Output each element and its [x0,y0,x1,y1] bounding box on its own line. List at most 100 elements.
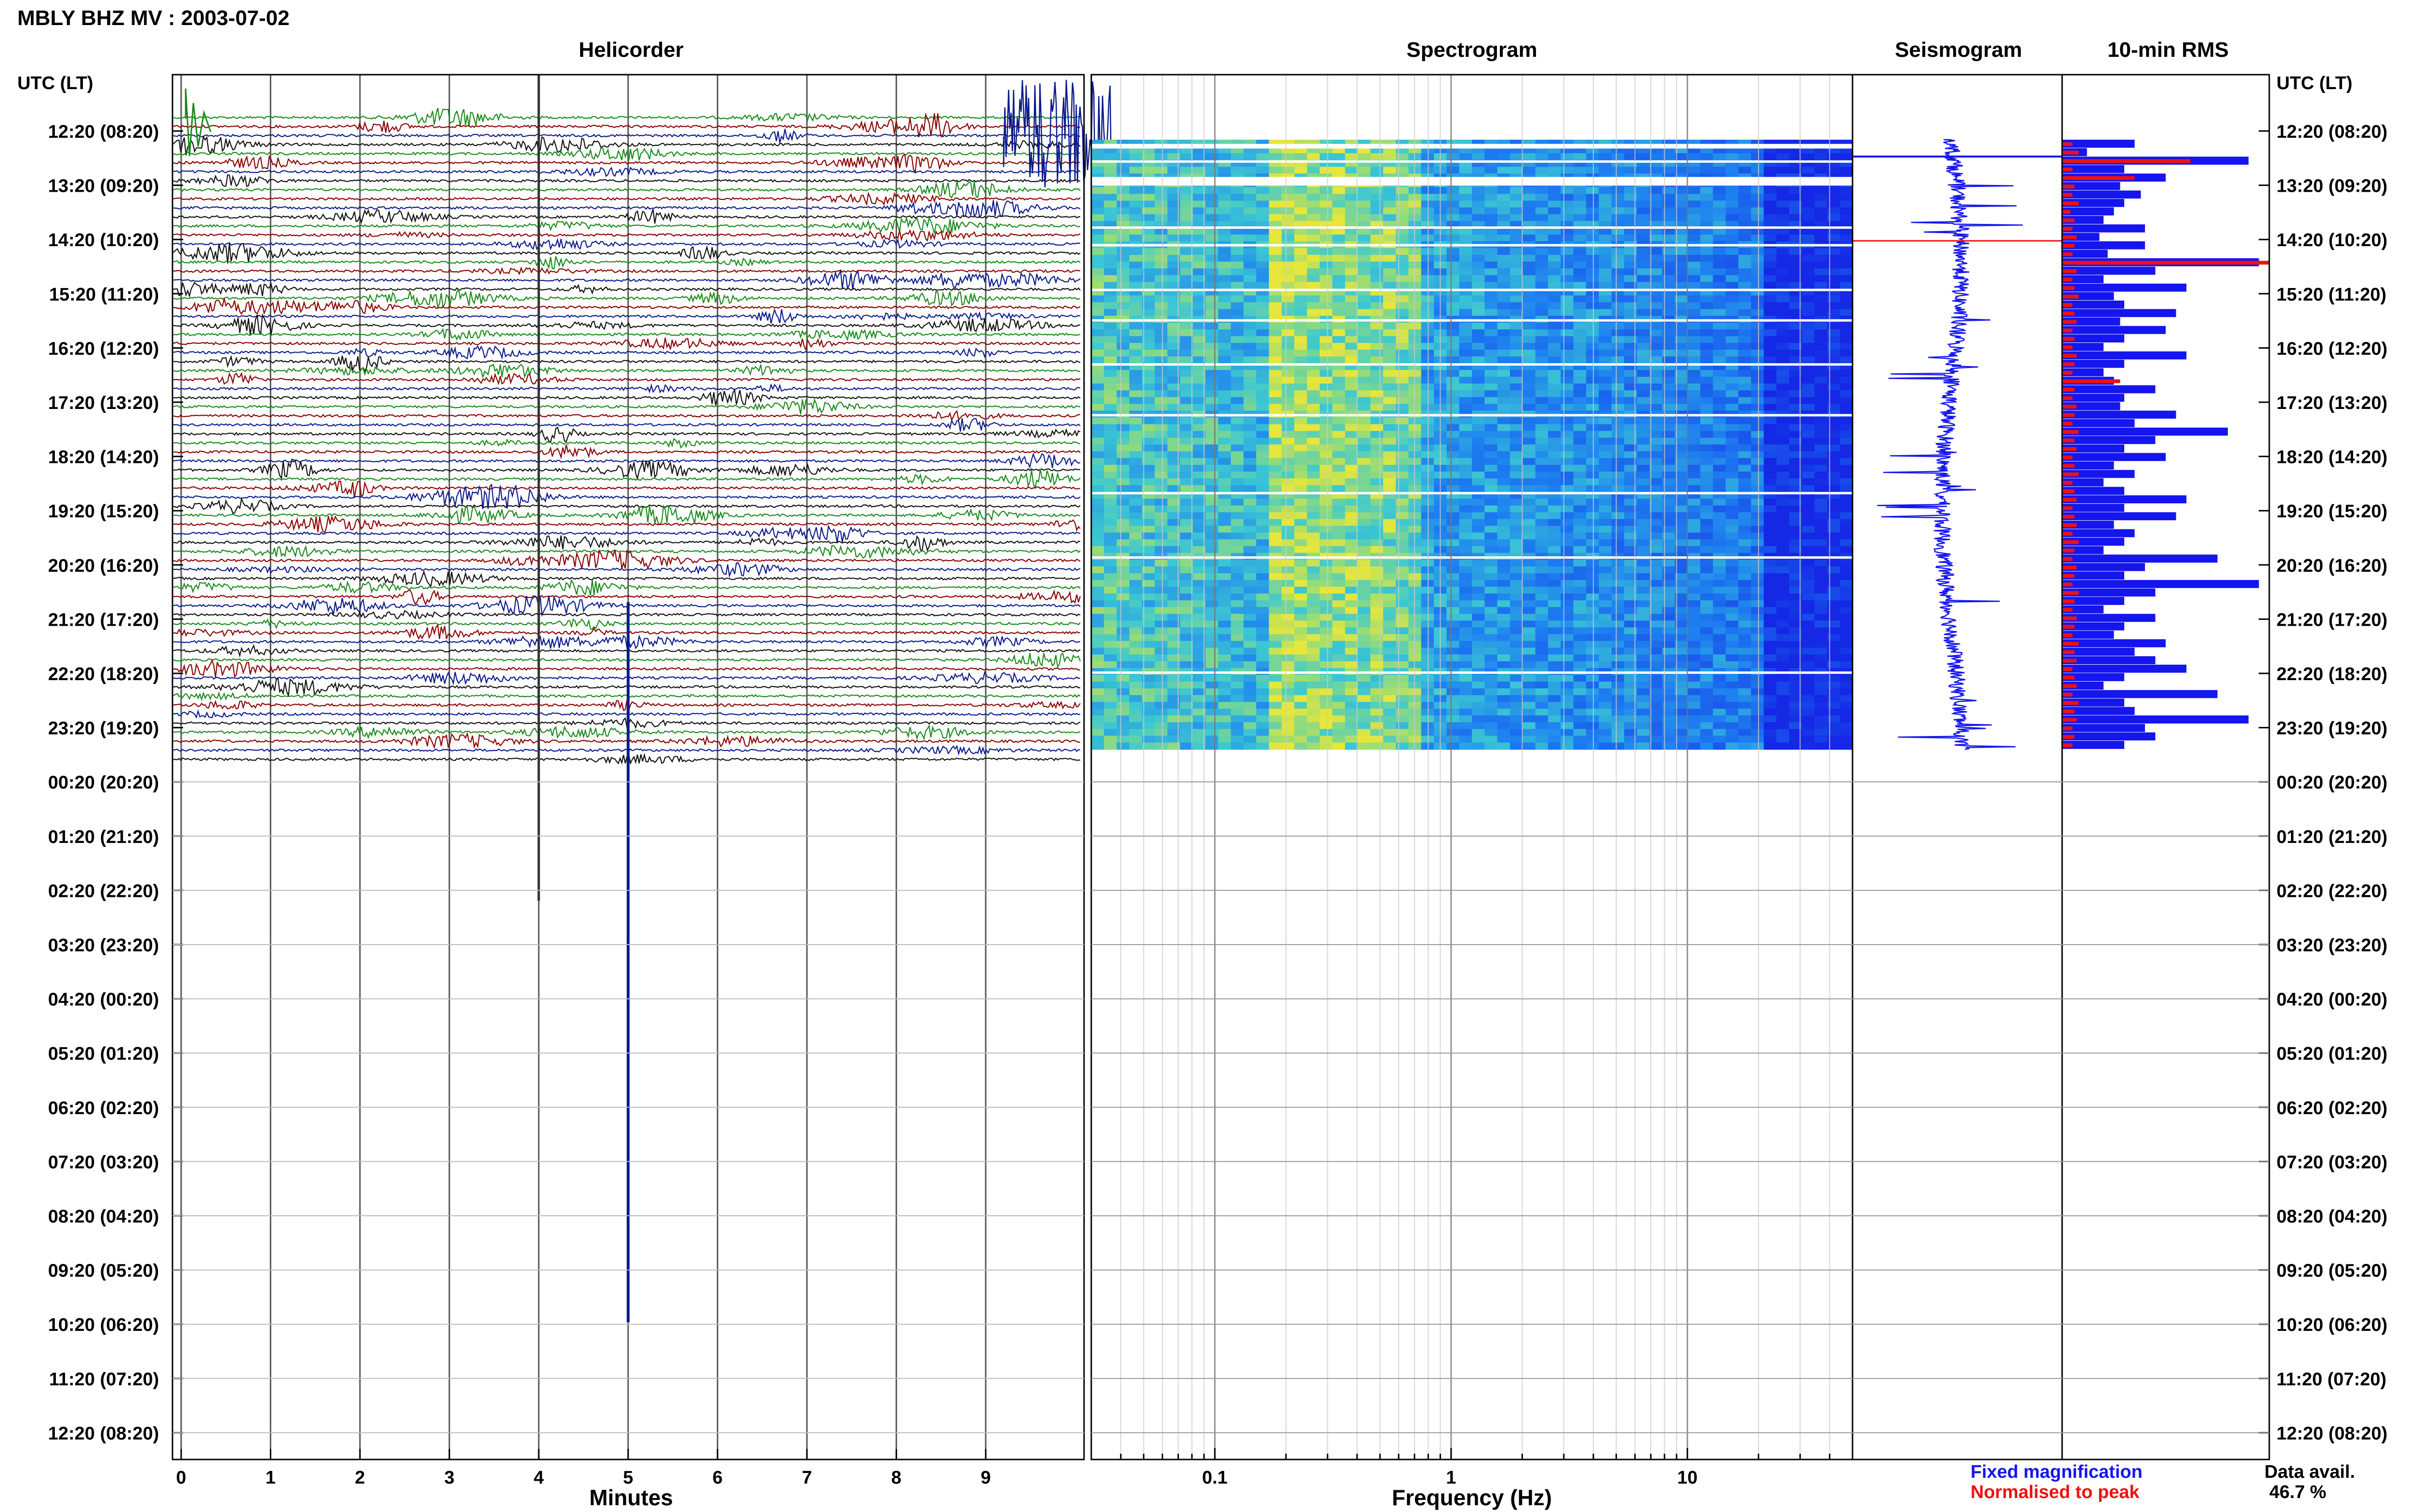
spectrogram-cell [1307,207,1320,215]
spectrogram-cell [1282,167,1295,174]
spectrogram-cell [1561,329,1574,337]
spectrogram-cell [1091,505,1105,513]
spectrogram-cell [1459,499,1472,506]
spectrogram-cell [1776,675,1790,682]
spectrogram-cell [1167,627,1181,635]
spectrogram-cell [1345,573,1358,580]
spectrogram-cell [1472,465,1485,472]
spectrogram-cell [1167,478,1181,486]
spectrogram-cell [1244,167,1257,174]
spectrogram-cell [1320,377,1333,384]
spectrogram-cell [1269,282,1282,289]
spectrogram-cell [1192,458,1206,465]
spectrogram-cell [1154,587,1168,594]
spectrogram-cell [1459,458,1472,465]
spectrogram-cell [1725,390,1739,398]
spectrogram-cell [1320,390,1333,398]
spectrogram-cell [1472,275,1485,283]
spectrogram-cell [1801,207,1815,215]
spectrogram-cell [1827,153,1840,160]
spectrogram-cell [1599,627,1612,635]
spectrogram-cell [1573,187,1587,195]
spectrogram-cell [1142,248,1155,255]
spectrogram-cell [1548,390,1562,398]
spectrogram-cell [1383,641,1396,648]
spectrogram-cell [1091,383,1105,391]
spectrogram-cell [1573,607,1587,615]
spectrogram-cell [1129,688,1143,696]
spectrogram-cell [1459,397,1472,405]
spectrogram-cell [1637,505,1650,513]
spectrogram-cell [1522,512,1536,520]
spectrogram-cell [1624,349,1638,357]
spectrogram-cell [1282,227,1295,235]
spectrogram-cell [1637,383,1650,391]
spectrogram-cell [1662,295,1676,303]
spectrogram-cell [1421,654,1434,662]
spectrogram-cell [1611,654,1625,662]
spectrogram-cell [1840,329,1853,337]
spectrogram-cell [1738,221,1752,228]
spectrogram-cell [1561,275,1574,283]
spectrogram-cell [1814,390,1828,398]
spectrogram-cell [1637,607,1650,615]
spectrogram-cell [1358,499,1371,506]
spectrogram-cell [1244,295,1257,303]
spectrogram-cell [1814,593,1828,601]
spectrogram-cell [1358,607,1371,615]
spectrogram-cell [1396,682,1409,689]
spectrogram-cell [1510,397,1523,405]
spectrogram-cell [1840,593,1853,601]
spectrogram-cell [1637,472,1650,479]
spectrogram-cell [1345,675,1358,682]
spectrogram-cell [1662,539,1676,547]
spectrogram-cell [1459,573,1472,580]
spectrogram-cell [1320,200,1333,208]
spectrogram-cell [1801,499,1815,506]
spectrogram-cell [1522,255,1536,262]
spectrogram-cell [1256,512,1270,520]
spectrogram-cell [1167,546,1181,553]
spectrogram-cell [1167,580,1181,587]
spectrogram-cell [1637,675,1650,682]
spectrogram-cell [1611,153,1625,160]
spectrogram-cell [1104,262,1117,269]
spectrogram-cell [1776,424,1790,432]
spectrogram-cell [1154,424,1168,432]
spectrogram-cell [1763,329,1777,337]
spectrogram-cell [1396,383,1409,391]
spectrogram-cell [1320,559,1333,567]
spectrogram-cell [1256,505,1270,513]
spectrogram-cell [1205,465,1219,472]
spectrogram-cell [1535,647,1549,655]
spectrogram-cell [1561,207,1574,215]
spectrogram-cell [1167,187,1181,195]
spectrogram-cell [1205,207,1219,215]
spectrogram-cell [1624,431,1638,438]
spectrogram-cell [1624,661,1638,669]
spectrogram-cell [1459,234,1472,242]
spectrogram-cell [1244,593,1257,601]
spectrogram-cell [1142,444,1155,452]
spectrogram-cell [1358,532,1371,540]
spectrogram-cell [1510,322,1523,330]
spectrogram-cell [1662,573,1676,580]
spectrogram-cell [1091,390,1105,398]
spectrogram-cell [1725,587,1739,594]
spectrogram-cell [1510,200,1523,208]
spectrogram-cell [1446,519,1460,526]
spectrogram-cell [1205,472,1219,479]
spectrogram-cell [1535,546,1549,553]
helicorder-trace [172,355,1081,372]
helicorder-trace [172,135,1081,156]
spectrogram-cell [1522,478,1536,486]
spectrogram-cell [1307,377,1320,384]
spectrogram-cell [1637,424,1650,432]
spectrogram-cell [1345,512,1358,520]
spectrogram-cell [1738,444,1752,452]
spectrogram-cell [1231,383,1244,391]
spectrogram-cell [1751,207,1764,215]
spectrogram-cell [1167,295,1181,303]
spectrogram-cell [1687,485,1701,493]
spectrogram-cell [1801,641,1815,648]
